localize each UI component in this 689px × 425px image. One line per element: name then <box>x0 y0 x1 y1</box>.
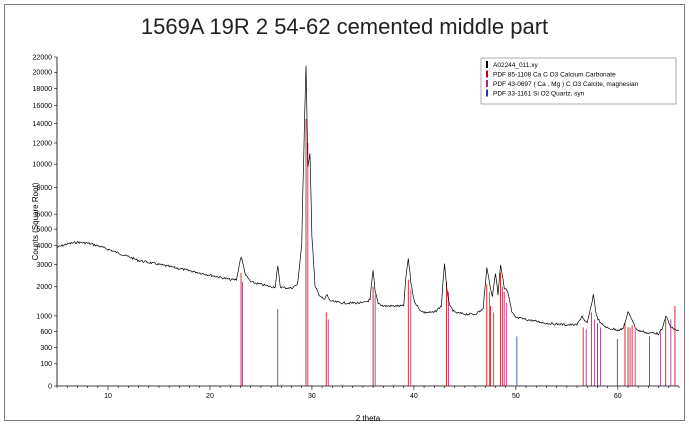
measured-pattern-line <box>56 65 680 336</box>
x-tick-label: 40 <box>410 393 418 400</box>
y-tick-label: 22000 <box>33 54 53 61</box>
x-tick-label: 30 <box>308 393 316 400</box>
y-tick-label: 14000 <box>33 121 53 128</box>
y-tick-label: 10000 <box>33 162 53 169</box>
x-axis-label: 2 theta <box>356 414 381 423</box>
y-tick-label: 300 <box>40 345 52 352</box>
y-tick-label: 18000 <box>33 86 53 93</box>
x-tick-label: 20 <box>206 393 214 400</box>
y-tick-label: 1000 <box>36 313 52 320</box>
x-tick-label: 50 <box>512 393 520 400</box>
y-tick-label: 0 <box>48 383 52 390</box>
legend-label: A02244_011.xy <box>493 62 538 69</box>
y-axis-label: Counts (Square Root) <box>31 182 40 260</box>
x-tick-label: 10 <box>104 393 112 400</box>
legend-label: PDF 85-1108 Ca C O3 Calcium Carbonate <box>493 72 616 79</box>
legend-box <box>480 57 677 105</box>
y-tick-label: 20000 <box>33 70 53 77</box>
legend-swatch <box>486 80 488 87</box>
legend-swatch <box>486 70 488 78</box>
y-tick-label: 16000 <box>33 103 53 110</box>
x-tick-label: 60 <box>614 393 622 400</box>
y-tick-label: 4000 <box>36 243 52 250</box>
y-tick-label: 100 <box>40 361 52 368</box>
y-tick-label: 12000 <box>33 140 53 147</box>
legend-swatch <box>486 89 488 97</box>
y-tick-label: 600 <box>40 329 52 336</box>
y-tick-label: 5000 <box>36 227 52 234</box>
legend-label: PDF 33-1161 Si O2 Quartz, syn <box>493 91 585 98</box>
legend-swatch <box>486 61 488 68</box>
y-tick-label: 8000 <box>36 185 52 192</box>
y-tick-label: 3000 <box>36 262 52 269</box>
legend-label: PDF 43-0697 ( Ca , Mg ) C O3 Calcite, ma… <box>493 81 639 88</box>
y-tick-label: 6000 <box>36 212 52 219</box>
page-title: 1569A 19R 2 54-62 cemented middle part <box>140 14 549 39</box>
y-tick-label: 2000 <box>36 284 52 291</box>
